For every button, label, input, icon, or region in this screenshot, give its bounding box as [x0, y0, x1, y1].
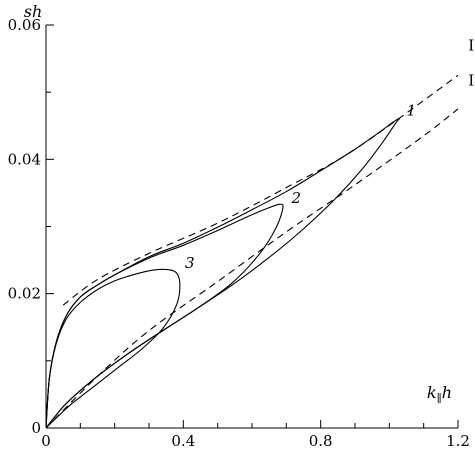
curve-label-3: 3: [185, 254, 195, 272]
y-tick-label: 0.04: [8, 150, 41, 168]
x-tick-label: 0.4: [171, 432, 195, 450]
y-tick-label: 0.06: [8, 16, 41, 34]
curve-ii: [45, 108, 459, 429]
curve-label-1: 1: [407, 102, 417, 120]
curves: [45, 74, 459, 429]
x-tick-label: 0.8: [309, 432, 333, 450]
x-axis-label: k∥h: [427, 383, 452, 405]
axes: 0 0.4 0.8 1.2 0 0.02 0.04 0.06: [8, 16, 470, 450]
y-tick-label: 0: [31, 419, 41, 437]
x-tick-label: 0: [41, 432, 51, 450]
x-tick-label: 1.2: [446, 432, 470, 450]
y-axis-label: sh: [24, 2, 43, 21]
curve-i: [62, 74, 459, 306]
curve-label-ii: II: [468, 71, 475, 89]
curve-label-i: I: [468, 37, 474, 55]
y-tick-label: 0.02: [8, 285, 41, 303]
curve-3: [45, 268, 181, 429]
curve-1: [45, 117, 401, 429]
curve-label-2: 2: [290, 189, 301, 207]
labels: shk∥h123III: [24, 2, 475, 405]
curve-2: [45, 203, 284, 429]
